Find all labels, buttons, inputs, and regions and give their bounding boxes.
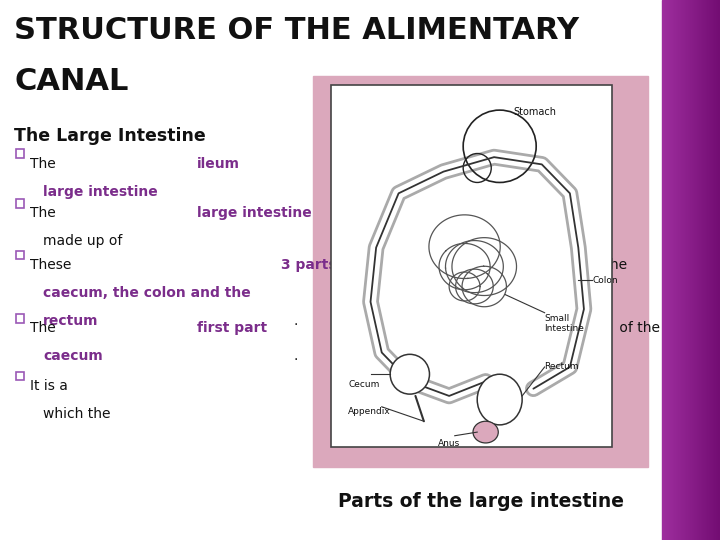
Bar	[16, 314, 24, 322]
Bar	[313, 76, 648, 467]
Text: of the: of the	[406, 157, 456, 171]
Bar	[331, 85, 612, 447]
Text: STRUCTURE OF THE ALIMENTARY: STRUCTURE OF THE ALIMENTARY	[14, 16, 580, 45]
Ellipse shape	[390, 354, 429, 394]
Text: large intestine: large intestine	[197, 206, 312, 220]
Text: The: The	[30, 206, 60, 220]
Text: sac-like portion: sac-like portion	[364, 379, 485, 393]
Text: Anus: Anus	[438, 440, 460, 448]
Ellipse shape	[477, 374, 522, 425]
Ellipse shape	[473, 421, 498, 443]
Text: These: These	[30, 258, 76, 272]
Text: 3 parts: 3 parts	[503, 234, 558, 248]
Text: It is a: It is a	[30, 379, 73, 393]
Bar	[16, 372, 24, 380]
Text: Appendix: Appendix	[348, 407, 391, 416]
Bar	[16, 251, 24, 259]
Text: which the: which the	[43, 407, 115, 421]
Text: Parts of the large intestine: Parts of the large intestine	[338, 492, 624, 511]
Text: ileum opens: ileum opens	[461, 407, 556, 421]
Text: .: .	[670, 185, 674, 199]
Text: are the: are the	[573, 258, 627, 272]
Text: caecum: caecum	[43, 349, 103, 363]
Text: .: .	[294, 314, 298, 328]
Text: large intestine: large intestine	[43, 185, 158, 199]
Text: of the: of the	[615, 321, 665, 335]
Text: 3 parts: 3 parts	[281, 258, 336, 272]
Text: Stomach: Stomach	[514, 107, 557, 117]
Text: Small
Intestine: Small Intestine	[544, 314, 585, 333]
Text: ileum: ileum	[197, 157, 240, 171]
Bar	[16, 199, 24, 207]
Text: rectum: rectum	[43, 314, 99, 328]
Text: caecum, the colon and the: caecum, the colon and the	[43, 286, 251, 300]
Text: The Large Intestine: The Large Intestine	[14, 127, 206, 145]
Text: Colon: Colon	[593, 275, 618, 285]
Text: Rectum: Rectum	[544, 362, 579, 372]
Text: The: The	[30, 157, 60, 171]
Bar	[16, 149, 24, 158]
Text: CANAL: CANAL	[14, 68, 129, 97]
Text: made up of: made up of	[43, 234, 127, 248]
Text: The: The	[30, 321, 60, 335]
Text: Cecum: Cecum	[348, 380, 379, 389]
Text: first part: first part	[197, 321, 267, 335]
Bar	[331, 85, 612, 447]
Text: .: .	[294, 349, 298, 363]
